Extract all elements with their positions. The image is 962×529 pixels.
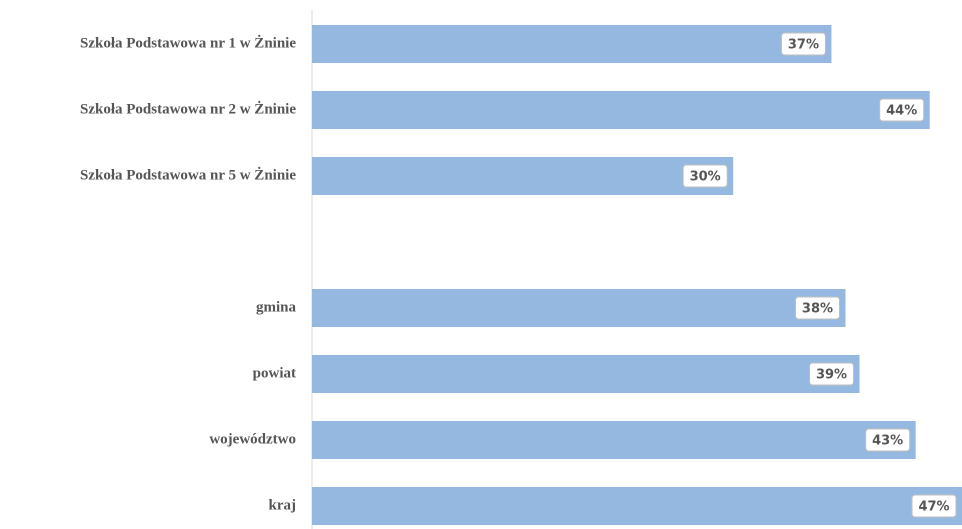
y-tick-label: województwo <box>209 431 296 447</box>
value-label: 44% <box>886 104 917 119</box>
y-tick-label: Szkoła Podstawowa nr 1 w Żninie <box>80 34 296 51</box>
value-label: 37% <box>788 38 819 53</box>
bar <box>312 355 860 393</box>
bar <box>312 91 930 129</box>
value-label-box <box>911 494 957 518</box>
bar <box>312 25 832 63</box>
y-tick-label: kraj <box>269 497 297 513</box>
y-tick-label: Szkoła Podstawowa nr 5 w Żninie <box>80 166 296 183</box>
bar <box>312 157 734 195</box>
value-label-box <box>794 296 840 320</box>
bar <box>312 487 962 525</box>
bar <box>312 421 916 459</box>
bar <box>312 289 846 327</box>
y-tick-label: Szkoła Podstawowa nr 2 w Żninie <box>80 100 296 117</box>
value-label-box <box>809 362 855 386</box>
value-label-box <box>682 164 728 188</box>
value-label-box <box>879 98 925 122</box>
value-label: 30% <box>690 170 721 185</box>
value-label-box <box>865 428 911 452</box>
value-label: 38% <box>802 302 833 317</box>
value-label: 47% <box>918 500 949 515</box>
y-tick-label: powiat <box>253 365 296 381</box>
value-label-box <box>780 32 826 56</box>
value-label: 39% <box>816 368 847 383</box>
y-tick-label: gmina <box>256 299 297 315</box>
value-label: 43% <box>872 434 903 449</box>
